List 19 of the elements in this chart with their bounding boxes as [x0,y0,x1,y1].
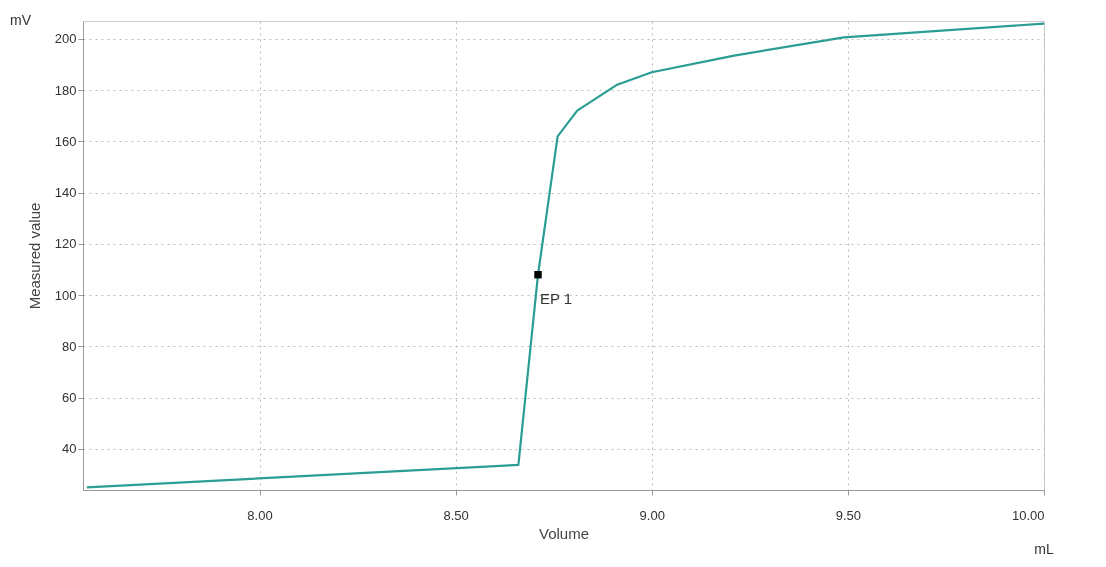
y-tick-label: 80 [62,338,77,354]
y-tick-label: 140 [54,185,77,201]
y-tick-label: 40 [62,441,77,457]
y-tick-label: 160 [54,133,77,149]
series-label: EP 1 [539,289,573,307]
x-axis-title: Volume [538,524,590,542]
y-tick-label: 200 [54,31,77,47]
y-tick-label: 100 [54,287,77,303]
y-tick-label: 120 [54,236,77,252]
y-tick-label: 60 [62,390,77,406]
x-tick-label: 10.00 [1011,507,1045,523]
text: mL [1034,541,1054,557]
x-tick-label: 9.50 [835,507,862,523]
x-tick-label: 8.50 [443,507,469,523]
y-tick-label: 180 [54,82,77,98]
x-tick-label: 8.00 [247,507,273,523]
y-axis-title: Measured value [25,202,43,310]
x-tick-label: 9.00 [639,507,665,523]
text: mV [10,12,32,28]
